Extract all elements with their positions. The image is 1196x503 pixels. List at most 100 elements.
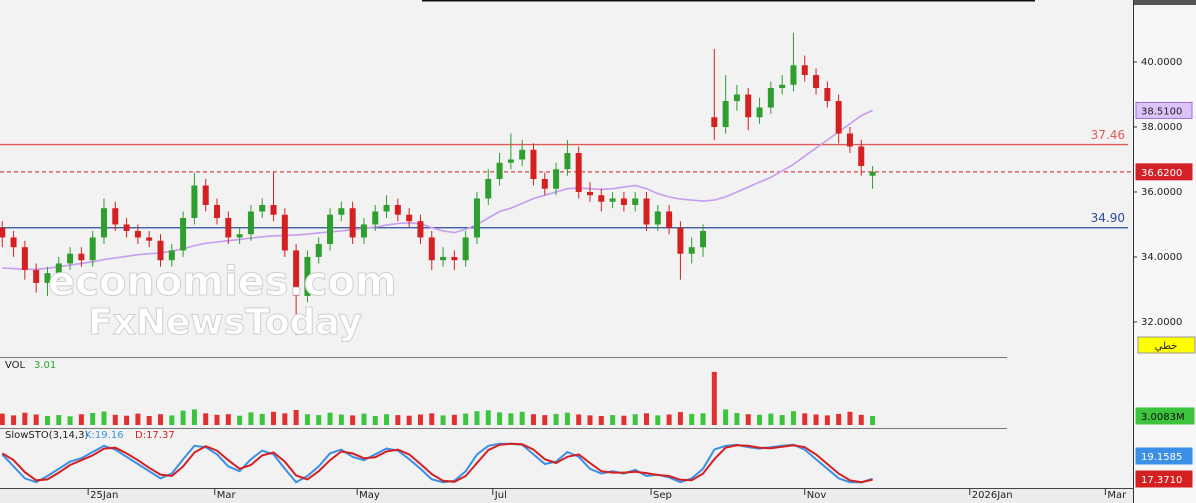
candle-body <box>214 204 221 218</box>
volume-bar <box>757 414 763 425</box>
candle-body <box>688 247 695 254</box>
volume-bar <box>542 415 548 425</box>
volume-bar <box>598 416 604 425</box>
volume-bar <box>530 414 536 425</box>
volume-bar <box>847 411 853 425</box>
candle-body <box>112 208 119 225</box>
volume-bar <box>406 415 412 425</box>
volume-bar <box>836 413 842 425</box>
volume-bar <box>259 413 265 425</box>
volume-bar <box>90 413 96 425</box>
candle-body <box>666 211 673 228</box>
candle-body <box>281 214 288 251</box>
volume-bar <box>169 415 175 425</box>
oscillator-value-label: 19.1585 <box>1141 452 1182 463</box>
candle-body <box>779 84 786 89</box>
volume-bar <box>802 413 808 425</box>
oscillator-value-label-box <box>1135 470 1193 488</box>
volume-bar <box>112 414 118 425</box>
volume-bar <box>700 413 706 425</box>
volume-bar <box>395 415 401 425</box>
candle-body <box>236 234 243 238</box>
x-tick-label: Mar <box>1107 490 1127 501</box>
volume-bar <box>463 413 469 425</box>
candle-body <box>440 256 447 261</box>
candle-body <box>349 208 356 238</box>
volume-bar <box>0 413 5 425</box>
volume-bar <box>677 412 683 425</box>
volume-bar <box>485 410 491 425</box>
volume-bar <box>451 414 457 425</box>
candle-body <box>745 94 752 118</box>
volume-bar <box>203 413 209 425</box>
volume-bar <box>180 410 186 425</box>
volume-bar <box>474 411 480 425</box>
volume-bar <box>587 415 593 425</box>
candle-body <box>553 169 560 189</box>
candle-body <box>67 253 74 264</box>
volume-bar <box>497 412 503 425</box>
oscillator-title: SlowSTO(3,14,3) <box>5 430 88 441</box>
volume-bar <box>429 413 435 425</box>
volume-bar <box>779 415 785 425</box>
volume-bar <box>632 414 638 425</box>
volume-bar <box>734 413 740 425</box>
candle-body <box>123 224 130 231</box>
candle-body <box>180 217 187 251</box>
candle-body <box>372 211 379 225</box>
x-tick-label: Nov <box>807 490 827 501</box>
volume-bar <box>644 413 650 425</box>
time-axis-background <box>0 488 1133 503</box>
x-tick-label: 25Jan <box>90 490 118 501</box>
volume-bar <box>384 414 390 425</box>
y-tick-label: 32.0000 <box>1141 317 1182 328</box>
volume-bar <box>655 415 661 425</box>
volume-bar <box>293 410 299 425</box>
legend-entry: K:19.16 <box>85 430 124 441</box>
candle-body <box>44 273 51 283</box>
candle-body <box>801 65 808 76</box>
x-tick-label: 2026Jan <box>972 490 1013 501</box>
volume-bar <box>553 413 559 425</box>
candle-body <box>756 107 763 118</box>
volume-bar <box>33 414 39 425</box>
volume-title: VOL <box>5 360 26 371</box>
watermark-text: FxNewsToday <box>88 302 362 343</box>
volume-readout: 3.01 <box>34 360 56 371</box>
volume-bar <box>248 412 254 425</box>
candle-body <box>643 198 650 225</box>
volume-value-label: 3.0083M <box>1141 412 1185 423</box>
candle-body <box>100 208 107 238</box>
ma-value-label: 38.5100 <box>1141 106 1182 117</box>
candle-body <box>0 227 6 238</box>
candle-body <box>677 227 684 254</box>
volume-bar <box>225 414 231 425</box>
x-tick-label: Sep <box>653 490 672 501</box>
candle-body <box>247 211 254 235</box>
candle-body <box>700 230 707 248</box>
y-tick-label: 36.0000 <box>1141 187 1182 198</box>
scale-mode-box <box>1137 336 1196 354</box>
legend-entry: D:17.37 <box>135 430 175 441</box>
volume-bar <box>621 415 627 425</box>
oscillator-line <box>1 442 873 484</box>
candle-body <box>451 256 458 261</box>
candle-body <box>78 253 85 261</box>
candle-body <box>225 217 232 238</box>
volume-bar <box>361 413 367 425</box>
y-tick-label: 38.0000 <box>1141 122 1182 133</box>
volume-bar <box>858 414 864 425</box>
candle-body <box>202 185 209 205</box>
x-tick-label: May <box>359 490 380 501</box>
volume-bar <box>124 415 130 425</box>
candle-body <box>33 269 40 283</box>
volume-bar <box>440 415 446 425</box>
candle-body <box>733 94 740 102</box>
candle-body <box>858 146 865 166</box>
volume-bar <box>711 371 717 425</box>
volume-bar <box>813 414 819 425</box>
y-tick-label: 40.0000 <box>1141 57 1182 68</box>
watermark-text: economies.com <box>48 259 397 305</box>
volume-bar <box>576 414 582 425</box>
volume-bar <box>350 415 356 425</box>
